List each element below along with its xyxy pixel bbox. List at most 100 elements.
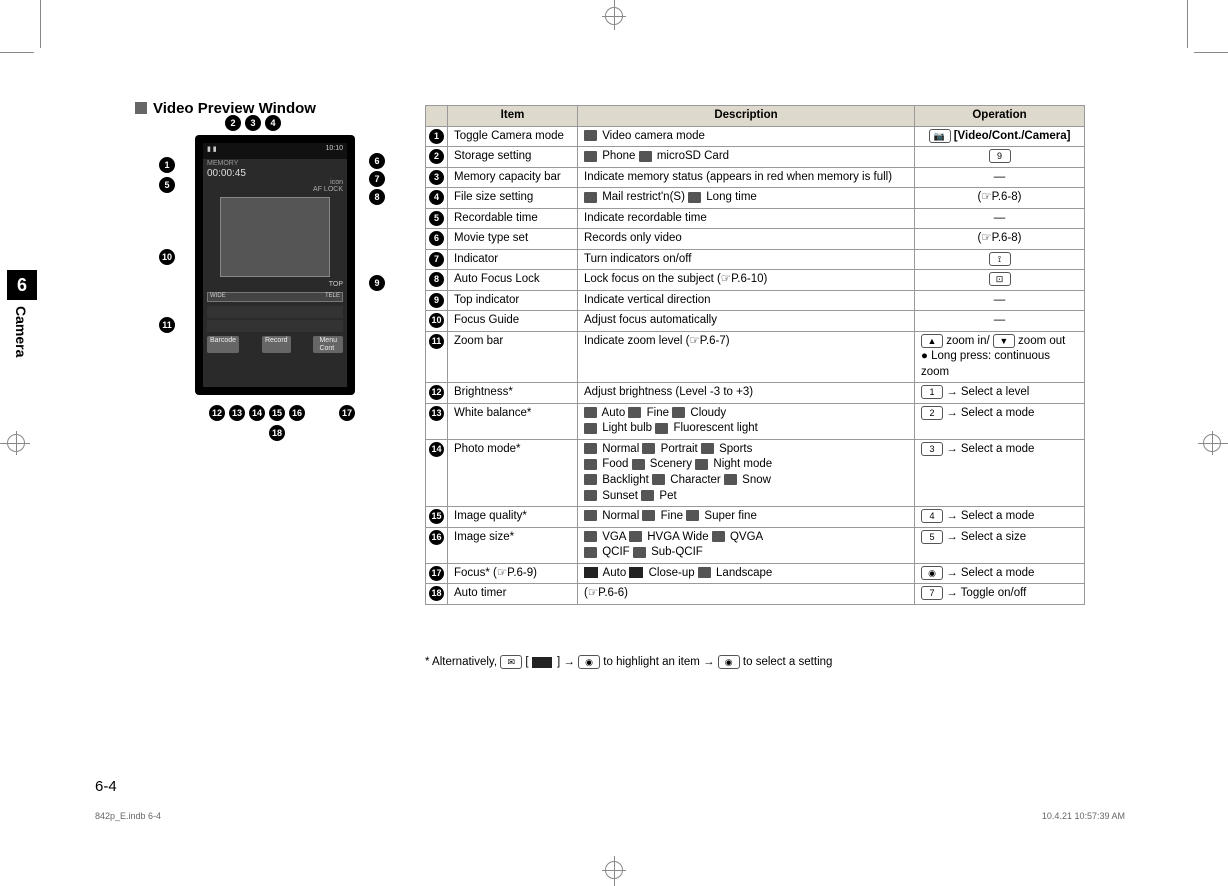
softkey-record: Record (262, 336, 291, 353)
item-cell: Auto timer (448, 584, 578, 605)
mode-icon (642, 443, 655, 454)
op-cell: ⟟ (915, 249, 1085, 270)
op-cell: ⊡ (915, 270, 1085, 291)
row-number-icon: 5 (429, 211, 444, 226)
mode-icon (584, 130, 597, 141)
callout-6: 6 (369, 153, 385, 169)
keycap-1: 1 (921, 385, 943, 399)
table-header-desc: Description (578, 106, 915, 127)
table-header-item: Item (448, 106, 578, 127)
settings-icon-row (207, 306, 343, 318)
section-title: Video Preview Window (135, 100, 316, 117)
table-row: 17Focus* (☞P.6-9) Auto Close-up Landscap… (426, 563, 1085, 584)
row-number-icon: 13 (429, 406, 444, 421)
row-number-icon: 12 (429, 385, 444, 400)
footer-filename: 842p_E.indb 6-4 (95, 811, 161, 821)
op-cell: 3 → Select a mode (915, 439, 1085, 506)
reference-table: Item Description Operation 1Toggle Camer… (425, 105, 1085, 605)
op-cell: 7 → Toggle on/off (915, 584, 1085, 605)
top-indicator: TOP (203, 281, 347, 288)
chapter-tab: 6 Camera (7, 270, 43, 357)
table-row: 12 Brightness*Adjust brightness (Level -3… (426, 383, 1085, 404)
item-cell: Auto Focus Lock (448, 270, 578, 291)
mode-icon (584, 443, 597, 454)
keycap-4: 4 (921, 509, 943, 523)
table-row: 2Storage setting Phone microSD Card9 (426, 147, 1085, 168)
mode-icon (584, 423, 597, 434)
table-row: 14Photo mode* Normal Portrait Sports Foo… (426, 439, 1085, 506)
mode-icon (639, 151, 652, 162)
desc-cell: Normal Fine Super fine (578, 507, 915, 528)
mode-icon (655, 423, 668, 434)
callout-17: 17 (339, 405, 355, 421)
row-number-icon: 11 (429, 334, 444, 349)
table-row: 9Top indicatorIndicate vertical directio… (426, 290, 1085, 311)
keycap-sym: ⟟ (989, 252, 1011, 266)
table-row: 16Image size* VGA HVGA Wide QVGA QCIF Su… (426, 527, 1085, 563)
desc-cell: Turn indicators on/off (578, 249, 915, 270)
mode-icon (695, 459, 708, 470)
mode-icon (712, 531, 725, 542)
row-number-icon: 14 (429, 442, 444, 457)
item-cell: Recordable time (448, 208, 578, 229)
desc-cell: Indicate vertical direction (578, 290, 915, 311)
item-cell: Focus* (☞P.6-9) (448, 563, 578, 584)
callout-9: 9 (369, 275, 385, 291)
callout-5: 5 (159, 177, 175, 193)
op-cell: ◉ → Select a mode (915, 563, 1085, 584)
desc-cell: Lock focus on the subject (☞P.6-10) (578, 270, 915, 291)
item-cell: Brightness* (448, 383, 578, 404)
keycap-ok: ◉ (718, 655, 740, 669)
section-bullet-icon (135, 102, 147, 114)
callout-8: 8 (369, 189, 385, 205)
softkey-barcode: Barcode (207, 336, 239, 353)
callout-18: 18 (269, 425, 285, 441)
page-number: 6-4 (95, 778, 117, 795)
op-cell: ▲ zoom in/ ▼ zoom out● Long press: conti… (915, 331, 1085, 383)
callout-11: 11 (159, 317, 175, 333)
callout-15: 15 (269, 405, 285, 421)
mode-icon (584, 547, 597, 558)
mode-icon (584, 567, 598, 578)
crop-corner (0, 52, 34, 53)
desc-cell: Adjust focus automatically (578, 311, 915, 332)
item-cell: Top indicator (448, 290, 578, 311)
desc-cell: Records only video (578, 229, 915, 250)
table-row: 18Auto timer(☞P.6-6)7 → Toggle on/off (426, 584, 1085, 605)
mode-icon (584, 510, 597, 521)
table-row: 5 Recordable timeIndicate recordable time… (426, 208, 1085, 229)
mode-icon (584, 531, 597, 542)
timer-label: 00:00:45 (203, 168, 347, 179)
callout-14: 14 (249, 405, 265, 421)
callout-7: 7 (369, 171, 385, 187)
table-row: 11Zoom barIndicate zoom level (☞P.6-7)▲ … (426, 331, 1085, 383)
desc-cell: Adjust brightness (Level -3 to +3) (578, 383, 915, 404)
callout-16: 16 (289, 405, 305, 421)
table-row: 10Focus GuideAdjust focus automatically— (426, 311, 1085, 332)
op-cell: — (915, 208, 1085, 229)
mode-icon (584, 474, 597, 485)
op-cell: 1 → Select a level (915, 383, 1085, 404)
callout-4: 4 (265, 115, 281, 131)
item-cell: Zoom bar (448, 331, 578, 383)
keycap-5: 5 (921, 530, 943, 544)
keycap-nav: ◉ (921, 566, 943, 580)
desc-cell: Indicate recordable time (578, 208, 915, 229)
mode-icon (628, 407, 641, 418)
softkey-menu: Menu (316, 337, 340, 344)
callout-1: 1 (159, 157, 175, 173)
item-cell: Movie type set (448, 229, 578, 250)
item-cell: Focus Guide (448, 311, 578, 332)
status-icons: ▮ ▮ (207, 145, 217, 157)
item-cell: Image quality* (448, 507, 578, 528)
item-cell: Photo mode* (448, 439, 578, 506)
table-row: 6Movie type setRecords only video(☞P.6-8… (426, 229, 1085, 250)
table-row: 7IndicatorTurn indicators on/off⟟ (426, 249, 1085, 270)
keycap-mail: ✉ (500, 655, 522, 669)
row-number-icon: 3 (429, 170, 444, 185)
row-number-icon: 2 (429, 149, 444, 164)
mode-icon (632, 459, 645, 470)
keycap-down: ▼ (993, 334, 1015, 348)
mode-icon (584, 459, 597, 470)
desc-cell: Phone microSD Card (578, 147, 915, 168)
